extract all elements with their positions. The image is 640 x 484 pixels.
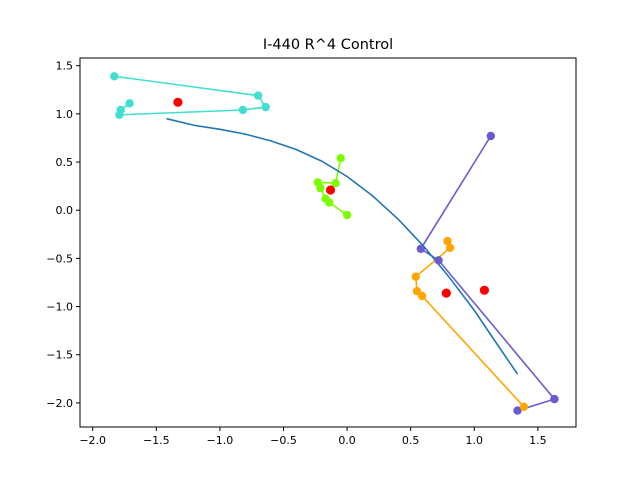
cluster-4-center — [479, 285, 489, 295]
x-axis: −2.0 −1.5 −1.0 −0.5 0.0 0.5 1.0 1.5 — [79, 427, 547, 447]
plot-frame — [79, 57, 577, 428]
cluster-4-point — [417, 291, 427, 301]
cluster-3-point — [416, 244, 425, 253]
x-tick-label: 0.0 — [338, 434, 356, 447]
cluster-3-center — [441, 288, 451, 298]
x-tick-label: −2.0 — [79, 434, 106, 447]
cluster-4-point — [443, 236, 452, 246]
y-tick-label: 0.5 — [56, 156, 74, 169]
cluster-2-center — [325, 185, 336, 195]
cluster-2-point — [336, 154, 345, 163]
cluster-1-center — [173, 97, 183, 107]
y-tick-label: 1.5 — [56, 60, 74, 73]
cluster-4-point — [411, 272, 420, 281]
y-tick-label: −1.0 — [46, 301, 73, 314]
cluster-2-point — [325, 198, 334, 207]
y-tick-label: −2.0 — [46, 397, 73, 410]
cluster-1-point — [238, 105, 247, 115]
cluster-1-point — [253, 91, 263, 100]
x-tick-label: 0.5 — [402, 434, 420, 447]
x-tick-label: −1.5 — [143, 434, 170, 447]
x-tick-label: 1.0 — [466, 434, 484, 447]
cluster-3-point — [486, 131, 495, 141]
cluster-2-point — [342, 210, 352, 220]
plot-content — [110, 72, 559, 415]
cluster-4-point — [445, 243, 455, 252]
y-tick-label: −1.5 — [46, 349, 73, 362]
cluster-1-point — [261, 102, 270, 112]
x-tick-label: −0.5 — [270, 434, 297, 447]
cluster-3-point — [513, 406, 522, 415]
cluster-3-point — [550, 394, 559, 404]
cluster-3-point — [434, 256, 443, 265]
cluster-4-point — [519, 402, 529, 411]
cluster-1-point — [110, 72, 119, 81]
y-axis: −2.0 −1.5 −1.0 −0.5 0.0 0.5 1.0 1.5 — [46, 60, 80, 410]
cluster-1-point — [125, 99, 134, 108]
y-tick-label: −0.5 — [46, 252, 73, 265]
x-tick-label: −1.0 — [207, 434, 234, 447]
chart-title: I-440 R^4 Control — [263, 37, 393, 53]
cluster-2-point — [331, 179, 340, 188]
cluster-2-point — [316, 183, 325, 193]
x-tick-label: 1.5 — [529, 434, 547, 447]
cluster-1-point — [116, 105, 125, 115]
y-tick-label: 0.0 — [56, 204, 74, 217]
y-tick-label: 1.0 — [56, 108, 74, 121]
curve-line — [166, 117, 519, 375]
